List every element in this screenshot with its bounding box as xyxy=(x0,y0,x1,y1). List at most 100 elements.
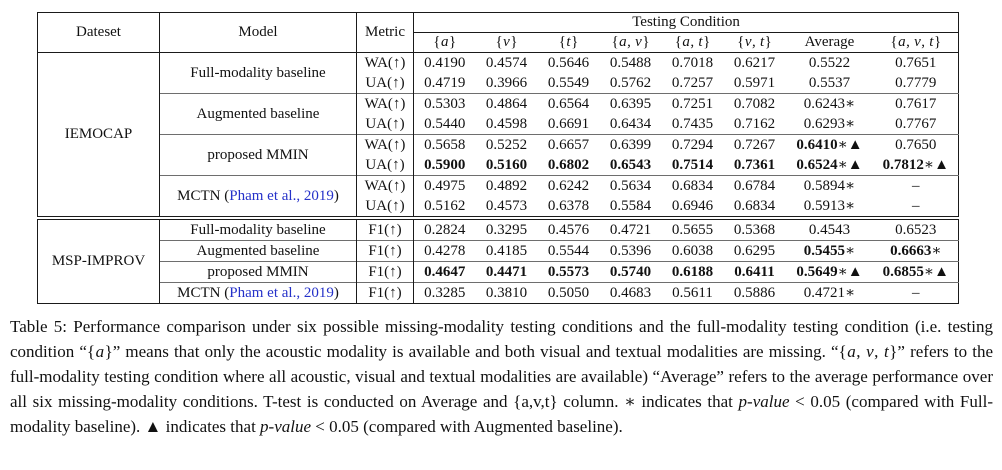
paper-page: Dateset Model Metric Testing Condition {… xyxy=(0,12,1002,470)
table-cell: 0.6946 xyxy=(671,197,714,214)
table-cell: 0.4278 xyxy=(413,240,476,262)
table-cell: 0.5252 xyxy=(475,134,538,155)
table-cell: 0.5762 xyxy=(609,74,652,91)
table-cell: 0.6663∗ xyxy=(873,240,959,262)
column-header-at: {a, t} xyxy=(661,32,724,53)
table-cell: 0.6784 xyxy=(723,175,786,196)
table-row: UA(↑) 0.5440 0.4598 0.6691 0.6434 0.7435 0.716… xyxy=(38,114,959,135)
table-cell: 0.6834 xyxy=(733,197,776,214)
table-cell: 0.7767 xyxy=(895,115,937,132)
table-cell: 0.6434 xyxy=(609,115,652,132)
significance-marker: ∗▲ xyxy=(837,136,863,153)
column-header-v: {v} xyxy=(475,32,538,53)
column-header-metric: Metric xyxy=(356,12,414,53)
citation-link[interactable]: Pham et al., 2019 xyxy=(229,187,334,204)
table-cell: 0.5971 xyxy=(733,74,776,91)
table-cell: 0.6524∗▲ xyxy=(796,156,863,173)
table-cell: 0.7162 xyxy=(733,115,776,132)
table-cell: 0.5584 xyxy=(609,197,652,214)
table-cell: 0.7251 xyxy=(661,93,724,114)
table-cell: 0.7812∗▲ xyxy=(882,156,949,173)
table-row: MCTN (Pham et al., 2019) F1(↑) 0.3285 0.381… xyxy=(38,282,959,304)
significance-marker: ∗▲ xyxy=(923,263,949,280)
table-cell: 0.4543 xyxy=(785,216,874,241)
dataset-label: MSP-IMPROV xyxy=(37,216,160,304)
table-cell: 0.7514 xyxy=(671,156,714,173)
table-cell: 0.5455∗ xyxy=(785,240,874,262)
model-label: MCTN (Pham et al., 2019) xyxy=(159,282,357,304)
model-label: proposed MMIN xyxy=(159,134,357,176)
table-cell: 0.7294 xyxy=(661,134,724,155)
table-cell: 0.4573 xyxy=(485,197,528,214)
significance-marker: ∗ xyxy=(845,95,856,112)
condition-header-row: {a} {v} {t} {a, v} {a, t} {v, t} Average {a, v,… xyxy=(38,32,959,53)
model-label: MCTN (Pham et al., 2019) xyxy=(159,175,357,218)
table-cell: 0.3810 xyxy=(475,282,538,304)
significance-marker: ∗ xyxy=(845,115,856,132)
table-cell: 0.5573 xyxy=(537,261,600,283)
table-cell: – xyxy=(873,175,959,196)
metric-label: F1(↑) xyxy=(356,261,414,283)
table-row: UA(↑) 0.5162 0.4573 0.6378 0.5584 0.6946 0.683… xyxy=(38,196,959,218)
table-cell: 0.7361 xyxy=(733,156,776,173)
model-label: Augmented baseline xyxy=(159,93,357,135)
table-cell: 0.4864 xyxy=(475,93,538,114)
table-cell: 0.5544 xyxy=(537,240,600,262)
table-cell: 0.6188 xyxy=(661,261,724,283)
metric-label: UA(↑) xyxy=(356,73,414,94)
table-cell: 0.6038 xyxy=(661,240,724,262)
table-cell: 0.5649∗▲ xyxy=(785,261,874,283)
table-cell: 0.6802 xyxy=(547,156,590,173)
model-label: Augmented baseline xyxy=(159,240,357,262)
table-cell: 0.4574 xyxy=(485,54,528,71)
table-cell: 0.6834 xyxy=(661,175,724,196)
table-cell: 0.3966 xyxy=(485,74,528,91)
column-header-av: {a, v} xyxy=(599,32,662,53)
table-row: UA(↑) 0.5900 0.5160 0.6802 0.6543 0.7514 0.736… xyxy=(38,155,959,176)
table-cell: 0.5488 xyxy=(609,54,652,71)
table-cell: 0.5396 xyxy=(599,240,662,262)
metric-label: UA(↑) xyxy=(356,114,414,135)
table-cell: 0.4892 xyxy=(475,175,538,196)
significance-marker: ∗ xyxy=(845,284,856,301)
table-cell: 0.6242 xyxy=(537,175,600,196)
table-cell: 0.5162 xyxy=(424,197,466,214)
table-cell: – xyxy=(873,282,959,304)
table-cell: 0.7617 xyxy=(873,93,959,114)
significance-marker: ∗ xyxy=(845,197,856,214)
table-cell: 0.5646 xyxy=(547,54,590,71)
column-header-testing-condition: Testing Condition xyxy=(413,12,959,33)
caption-math-token: {a} xyxy=(86,342,113,361)
significance-marker: ∗▲ xyxy=(837,263,863,280)
table-cell: 0.4598 xyxy=(485,115,528,132)
column-header-dataset: Dateset xyxy=(37,12,160,53)
table-cell: 0.7018 xyxy=(671,54,714,71)
caption-italic-text: p-value xyxy=(260,417,312,436)
caption-math-token: {a, v, t} xyxy=(838,342,898,361)
table-row: MSP-IMPROV Full-modality baseline F1(↑) 0.2… xyxy=(37,216,959,304)
model-label: proposed MMIN xyxy=(159,261,357,283)
table-cell: 0.7779 xyxy=(895,74,937,91)
table-cell: 0.6564 xyxy=(537,93,600,114)
table-cell: 0.4576 xyxy=(537,216,600,241)
table-cell: 0.6410∗▲ xyxy=(785,134,874,155)
column-header-a: {a} xyxy=(413,32,476,53)
table-cell: 0.4721 xyxy=(599,216,662,241)
table-row: Augmented baseline WA(↑) 0.5303 0.4864 0.656… xyxy=(38,93,959,135)
table-cell: 0.6378 xyxy=(547,197,590,214)
table-cell: 0.5900 xyxy=(424,156,466,173)
metric-label: WA(↑) xyxy=(356,52,414,73)
table-cell: 0.5440 xyxy=(424,115,466,132)
metric-label: WA(↑) xyxy=(356,134,414,155)
table-cell: 0.7435 xyxy=(671,115,714,132)
table-cell: 0.4185 xyxy=(475,240,538,262)
column-header-t: {t} xyxy=(537,32,600,53)
significance-marker: ∗ xyxy=(845,177,856,194)
table-cell: 0.6243∗ xyxy=(785,93,874,114)
table-cell: 0.3285 xyxy=(413,282,476,304)
citation-link[interactable]: Pham et al., 2019 xyxy=(229,284,334,301)
table-cell: 0.5894∗ xyxy=(785,175,874,196)
table-cell: 0.5611 xyxy=(661,282,724,304)
table-cell: – xyxy=(912,197,920,214)
table-cell: 0.6295 xyxy=(723,240,786,262)
